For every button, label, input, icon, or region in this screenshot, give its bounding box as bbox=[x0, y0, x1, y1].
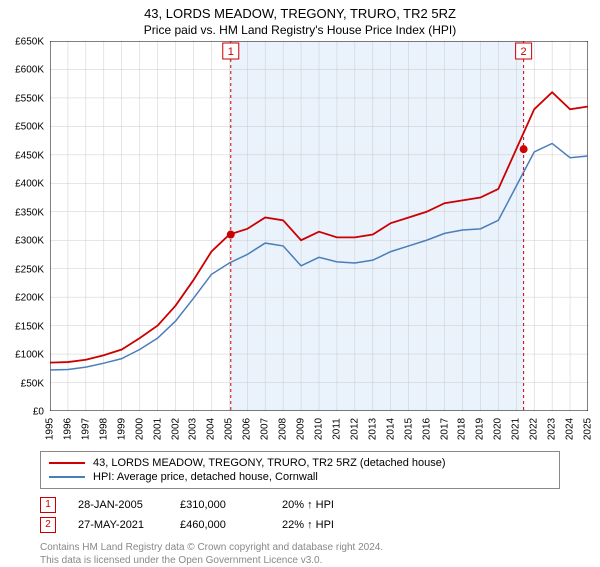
x-tick-label: 2017 bbox=[439, 418, 450, 440]
footer-line-2: This data is licensed under the Open Gov… bbox=[40, 554, 560, 567]
transaction-date: 27-MAY-2021 bbox=[78, 519, 158, 531]
legend: 43, LORDS MEADOW, TREGONY, TRURO, TR2 5R… bbox=[40, 451, 560, 489]
x-tick-label: 2001 bbox=[152, 418, 163, 440]
transaction-marker: 2 bbox=[40, 517, 56, 533]
chart-title: 43, LORDS MEADOW, TREGONY, TRURO, TR2 5R… bbox=[0, 0, 600, 21]
x-tick-label: 2024 bbox=[565, 418, 576, 440]
transaction-table: 1 28-JAN-2005 £310,000 20% ↑ HPI 2 27-MAY-202… bbox=[40, 495, 560, 535]
x-tick-label: 2005 bbox=[224, 418, 235, 440]
legend-swatch bbox=[49, 462, 85, 464]
x-tick-label: 2016 bbox=[421, 418, 432, 440]
x-tick-label: 2019 bbox=[475, 418, 486, 440]
transaction-row: 1 28-JAN-2005 £310,000 20% ↑ HPI bbox=[40, 495, 560, 515]
x-tick-label: 2011 bbox=[331, 418, 342, 440]
transaction-price: £310,000 bbox=[180, 499, 260, 511]
transaction-hpi: 20% ↑ HPI bbox=[282, 499, 362, 511]
x-tick-label: 1998 bbox=[98, 418, 109, 440]
legend-item: HPI: Average price, detached house, Corn… bbox=[49, 470, 551, 484]
x-tick-label: 2002 bbox=[170, 418, 181, 440]
x-tick-label: 1997 bbox=[80, 418, 91, 440]
x-tick-label: 2010 bbox=[314, 418, 325, 440]
x-tick-label: 1995 bbox=[45, 418, 56, 440]
y-tick-label: £350K bbox=[15, 207, 44, 218]
x-tick-label: 2004 bbox=[206, 418, 217, 440]
x-tick-label: 2009 bbox=[296, 418, 307, 440]
y-tick-label: £600K bbox=[15, 65, 44, 76]
x-axis-labels: 1995199619971998199920002001200220032004… bbox=[50, 411, 588, 447]
y-tick-label: £250K bbox=[15, 264, 44, 275]
x-tick-label: 2021 bbox=[511, 418, 522, 440]
y-tick-label: £100K bbox=[15, 350, 44, 361]
x-tick-label: 2022 bbox=[529, 418, 540, 440]
x-tick-label: 2023 bbox=[547, 418, 558, 440]
x-tick-label: 2007 bbox=[260, 418, 271, 440]
x-tick-label: 2015 bbox=[403, 418, 414, 440]
y-tick-label: £50K bbox=[21, 378, 44, 389]
x-tick-label: 2025 bbox=[583, 418, 594, 440]
line-chart-svg: 12 bbox=[50, 41, 588, 411]
x-tick-label: 2020 bbox=[493, 418, 504, 440]
y-tick-label: £0 bbox=[33, 407, 44, 418]
x-tick-label: 2014 bbox=[385, 418, 396, 440]
legend-swatch bbox=[49, 476, 85, 478]
svg-text:2: 2 bbox=[521, 46, 527, 58]
y-tick-label: £400K bbox=[15, 179, 44, 190]
chart-subtitle: Price paid vs. HM Land Registry's House … bbox=[0, 21, 600, 41]
y-tick-label: £450K bbox=[15, 150, 44, 161]
legend-label: 43, LORDS MEADOW, TREGONY, TRURO, TR2 5R… bbox=[93, 457, 446, 469]
y-tick-label: £500K bbox=[15, 122, 44, 133]
y-tick-label: £550K bbox=[15, 93, 44, 104]
footer-line-1: Contains HM Land Registry data © Crown c… bbox=[40, 541, 560, 554]
legend-label: HPI: Average price, detached house, Corn… bbox=[93, 471, 318, 483]
legend-item: 43, LORDS MEADOW, TREGONY, TRURO, TR2 5R… bbox=[49, 456, 551, 470]
footer-attribution: Contains HM Land Registry data © Crown c… bbox=[40, 541, 560, 567]
x-tick-label: 1996 bbox=[62, 418, 73, 440]
svg-text:1: 1 bbox=[228, 46, 234, 58]
x-tick-label: 2012 bbox=[349, 418, 360, 440]
y-axis-labels: £0£50K£100K£150K£200K£250K£300K£350K£400… bbox=[0, 42, 48, 412]
x-tick-label: 2006 bbox=[242, 418, 253, 440]
plot-area: 12 bbox=[50, 41, 588, 411]
transaction-price: £460,000 bbox=[180, 519, 260, 531]
transaction-date: 28-JAN-2005 bbox=[78, 499, 158, 511]
transaction-marker: 1 bbox=[40, 497, 56, 513]
y-tick-label: £300K bbox=[15, 236, 44, 247]
x-tick-label: 2018 bbox=[457, 418, 468, 440]
x-tick-label: 2003 bbox=[188, 418, 199, 440]
y-tick-label: £200K bbox=[15, 293, 44, 304]
x-tick-label: 2008 bbox=[278, 418, 289, 440]
x-tick-label: 2013 bbox=[367, 418, 378, 440]
chart-container: 43, LORDS MEADOW, TREGONY, TRURO, TR2 5R… bbox=[0, 0, 600, 560]
x-tick-label: 1999 bbox=[116, 418, 127, 440]
transaction-hpi: 22% ↑ HPI bbox=[282, 519, 362, 531]
y-tick-label: £150K bbox=[15, 321, 44, 332]
x-tick-label: 2000 bbox=[134, 418, 145, 440]
transaction-row: 2 27-MAY-2021 £460,000 22% ↑ HPI bbox=[40, 515, 560, 535]
y-tick-label: £650K bbox=[15, 37, 44, 48]
